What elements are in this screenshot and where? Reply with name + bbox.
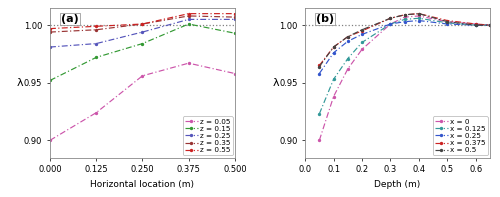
z = 0.55 [186,12,192,15]
Y-axis label: λ: λ [272,78,279,88]
z = 0.05 [93,112,99,114]
x = 0.5 [345,35,351,38]
x = 0 [359,48,365,50]
Legend: z = 0.05, z = 0.15, z = 0.25, z = 0.35, z = 0.55: z = 0.05, z = 0.15, z = 0.25, z = 0.35, … [182,116,232,155]
x = 0 [345,68,351,70]
Line: z = 0.55: z = 0.55 [48,12,237,31]
x = 0.375 [473,23,479,25]
Line: x = 0: x = 0 [318,14,492,142]
Y-axis label: λ: λ [17,78,24,88]
x = 0 [444,20,450,23]
x = 0 [473,23,479,25]
x = 0 [487,24,493,26]
x = 0.375 [416,12,422,15]
x = 0.375 [402,14,407,16]
Line: z = 0.05: z = 0.05 [48,61,237,142]
z = 0.55 [93,25,99,28]
x = 0.25 [359,33,365,35]
x = 0.25 [388,23,394,25]
x = 0.25 [345,40,351,43]
Line: x = 0.125: x = 0.125 [318,16,492,116]
z = 0.35 [186,15,192,17]
x = 0.125 [487,24,493,26]
x = 0.375 [316,64,322,67]
z = 0.55 [232,12,238,15]
x = 0.125 [330,78,336,80]
z = 0.35 [140,23,145,25]
Line: z = 0.15: z = 0.15 [48,22,237,82]
x = 0.375 [359,30,365,32]
z = 0.05 [47,139,53,141]
x = 0.25 [316,72,322,75]
z = 0.05 [232,72,238,75]
x = 0.125 [316,113,322,115]
z = 0.15 [232,32,238,34]
x = 0.25 [402,20,407,23]
z = 0.05 [186,62,192,64]
X-axis label: Depth (m): Depth (m) [374,180,420,189]
z = 0.35 [232,16,238,18]
z = 0.25 [47,46,53,48]
x = 0.375 [345,35,351,38]
x = 0.25 [330,52,336,54]
x = 0.125 [444,22,450,24]
X-axis label: Horizontal location (m): Horizontal location (m) [90,180,194,189]
x = 0.125 [416,17,422,20]
z = 0.55 [140,23,145,25]
x = 0.125 [388,23,394,25]
z = 0.05 [140,75,145,77]
x = 0.125 [402,18,407,20]
x = 0.5 [402,14,407,16]
x = 0.125 [473,24,479,26]
x = 0.5 [330,46,336,48]
z = 0.35 [93,29,99,31]
Text: (a): (a) [61,14,79,24]
x = 0.375 [444,19,450,22]
x = 0.125 [359,41,365,44]
x = 0.5 [416,12,422,15]
Line: z = 0.35: z = 0.35 [48,14,237,34]
Line: x = 0.5: x = 0.5 [318,12,492,69]
x = 0.5 [316,65,322,68]
z = 0.15 [93,56,99,59]
z = 0.25 [93,42,99,45]
x = 0 [330,95,336,98]
Text: (b): (b) [316,14,334,24]
z = 0.25 [186,18,192,20]
x = 0.375 [330,46,336,48]
z = 0.15 [140,42,145,45]
x = 0 [416,15,422,17]
x = 0.375 [388,17,394,20]
x = 0.375 [487,24,493,26]
Line: x = 0.375: x = 0.375 [318,12,492,67]
x = 0 [402,16,407,18]
Line: x = 0.25: x = 0.25 [318,19,492,75]
x = 0 [316,139,322,141]
x = 0.5 [388,17,394,20]
x = 0.5 [487,24,493,26]
x = 0 [388,23,394,25]
z = 0.15 [47,79,53,82]
Legend: x = 0, x = 0.125, x = 0.25, x = 0.375, x = 0.5: x = 0, x = 0.125, x = 0.25, x = 0.375, x… [432,116,488,155]
Line: z = 0.25: z = 0.25 [48,18,237,49]
z = 0.25 [232,18,238,20]
x = 0.5 [473,24,479,26]
z = 0.25 [140,31,145,33]
x = 0.125 [345,57,351,60]
z = 0.15 [186,23,192,25]
x = 0.25 [487,24,493,26]
x = 0.5 [444,20,450,23]
x = 0.25 [473,24,479,26]
x = 0.25 [444,23,450,25]
z = 0.55 [47,27,53,30]
x = 0.25 [416,19,422,22]
z = 0.35 [47,31,53,33]
x = 0.5 [359,29,365,31]
